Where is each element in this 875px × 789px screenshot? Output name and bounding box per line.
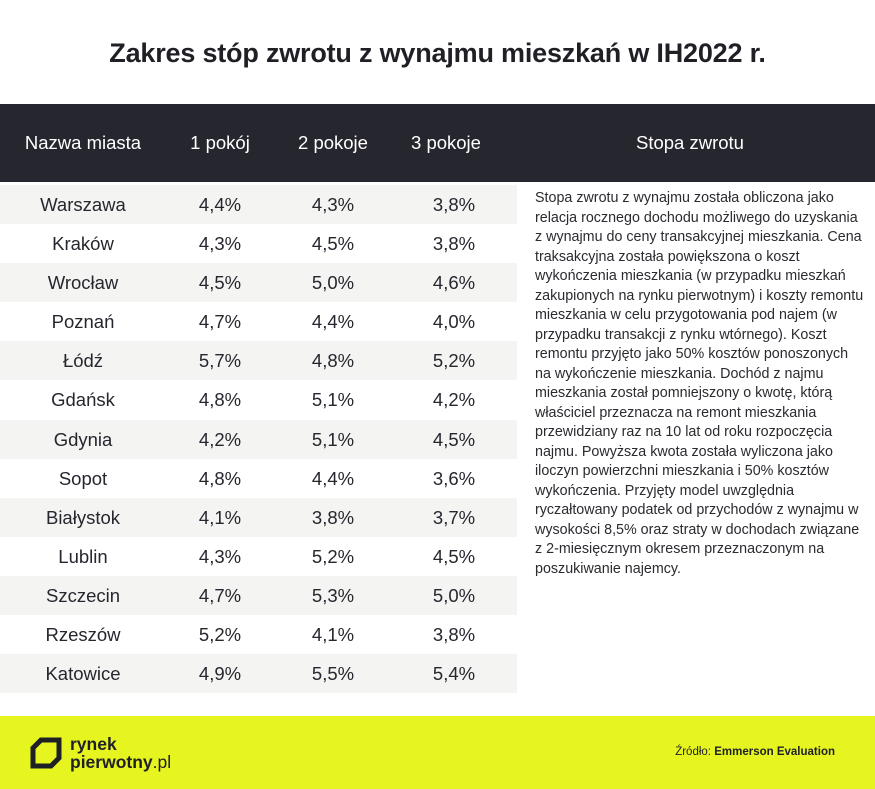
- footer: rynek pierwotny.pl Źródło: Emmerson Eval…: [0, 716, 875, 789]
- city-name: Sopot: [58, 467, 108, 489]
- room2-value: 5,3%: [311, 584, 355, 606]
- room1-value: 4,8%: [198, 389, 242, 411]
- source-name: Emmerson Evaluation: [714, 746, 835, 758]
- table-row: Sopot 4,8% 4,4% 3,6%: [0, 459, 517, 498]
- room3-value: 5,2%: [432, 350, 476, 372]
- room1-value: 4,4%: [198, 194, 242, 215]
- table-row: Warszawa 4,4% 4,3% 3,8%: [0, 185, 517, 225]
- table-row: Gdynia 4,2% 5,1% 4,5%: [0, 419, 517, 459]
- room3-value: 5,0%: [432, 584, 476, 606]
- table-row: Lublin 4,3% 5,2% 4,5%: [0, 537, 517, 576]
- city-name: Łódź: [62, 350, 104, 372]
- room3-value: 3,6%: [432, 467, 476, 489]
- table-row: Kraków 4,3% 4,5% 3,8%: [0, 224, 517, 263]
- table-row: Wrocław 4,5% 5,0% 4,6%: [0, 263, 517, 303]
- room1-value: 4,5%: [198, 272, 242, 294]
- room1-value: 4,1%: [198, 506, 242, 528]
- room3-value: 3,8%: [432, 194, 476, 215]
- rate-description: Stopa zwrotu z wynajmu została obliczona…: [535, 190, 864, 577]
- room1-value: 4,3%: [198, 233, 242, 255]
- source-note: Źródło: Emmerson Evaluation: [675, 746, 835, 758]
- logo-tld: .pl: [152, 752, 172, 772]
- city-name: Gdańsk: [51, 389, 115, 411]
- room3-value: 3,8%: [432, 624, 476, 646]
- logo-line1: rynek: [70, 734, 117, 754]
- room1-value: 4,8%: [198, 467, 242, 489]
- source-label: Źródło:: [675, 746, 711, 758]
- room1-value: 4,3%: [198, 545, 242, 567]
- room3-value: 4,2%: [432, 389, 476, 411]
- table-body: Warszawa 4,4% 4,3% 3,8% Kraków 4,3% 4,5%…: [0, 185, 517, 694]
- logo-wordmark: rynek pierwotny.pl: [70, 735, 171, 771]
- header-rate: Stopa zwrotu: [636, 132, 744, 153]
- room2-value: 4,1%: [311, 624, 355, 646]
- city-name: Lublin: [58, 545, 108, 567]
- room2-value: 3,8%: [311, 506, 355, 528]
- room3-value: 3,8%: [432, 233, 476, 255]
- room3-value: 4,5%: [432, 545, 476, 567]
- table-row: Katowice 4,9% 5,5% 5,4%: [0, 654, 517, 694]
- room3-value: 4,6%: [432, 272, 476, 294]
- room2-value: 5,2%: [311, 545, 355, 567]
- logo-mark-icon: [30, 737, 62, 769]
- room2-value: 4,4%: [311, 311, 355, 333]
- room2-value: 4,5%: [311, 233, 355, 255]
- room1-value: 4,7%: [198, 311, 242, 333]
- brand-logo[interactable]: rynek pierwotny.pl: [30, 735, 200, 777]
- table-row: Białystok 4,1% 3,8% 3,7%: [0, 497, 517, 537]
- room2-value: 4,4%: [311, 467, 355, 489]
- table-row: Szczecin 4,7% 5,3% 5,0%: [0, 575, 517, 616]
- room1-value: 4,9%: [198, 663, 242, 685]
- room3-value: 4,0%: [432, 311, 476, 333]
- table-row: Gdańsk 4,8% 5,1% 4,2%: [0, 380, 517, 419]
- table-header: Nazwa miasta 1 pokój 2 pokoje 3 pokoje S…: [0, 104, 875, 182]
- city-name: Gdynia: [53, 428, 113, 450]
- room2-value: 5,5%: [311, 663, 355, 685]
- header-room1: 1 pokój: [190, 132, 250, 153]
- room3-value: 3,7%: [432, 506, 476, 528]
- room1-value: 5,2%: [198, 624, 242, 646]
- city-name: Katowice: [45, 663, 121, 685]
- city-name: Wrocław: [47, 272, 119, 294]
- room3-value: 4,5%: [432, 428, 476, 450]
- room2-value: 4,8%: [311, 350, 355, 372]
- page-title: Zakres stóp zwrotu z wynajmu mieszkań w …: [109, 38, 766, 68]
- room2-value: 4,3%: [311, 194, 355, 215]
- room2-value: 5,0%: [311, 272, 355, 294]
- header-room3: 3 pokoje: [411, 132, 481, 153]
- table-row: Łódź 5,7% 4,8% 5,2%: [0, 341, 517, 381]
- room3-value: 5,4%: [432, 663, 476, 685]
- city-name: Kraków: [52, 233, 114, 255]
- city-name: Rzeszów: [45, 624, 121, 646]
- room1-value: 5,7%: [198, 350, 242, 372]
- room1-value: 4,7%: [198, 584, 242, 606]
- room2-value: 5,1%: [311, 389, 355, 411]
- room1-value: 4,2%: [198, 428, 242, 450]
- header-room2: 2 pokoje: [298, 132, 368, 153]
- city-name: Warszawa: [40, 194, 126, 215]
- table-row: Rzeszów 5,2% 4,1% 3,8%: [0, 615, 517, 654]
- city-name: Białystok: [45, 506, 121, 528]
- room2-value: 5,1%: [311, 428, 355, 450]
- city-name: Szczecin: [45, 584, 121, 606]
- table-row: Poznań 4,7% 4,4% 4,0%: [0, 302, 517, 341]
- logo-line2: pierwotny: [70, 752, 153, 772]
- header-city: Nazwa miasta: [24, 132, 142, 153]
- city-name: Poznań: [51, 311, 115, 333]
